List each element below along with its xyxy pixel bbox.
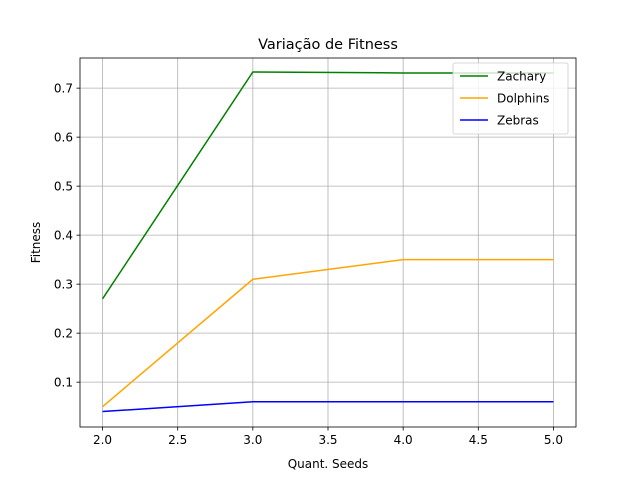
series-line-zebras	[102, 401, 554, 413]
y-tick-label: 0.3	[54, 277, 73, 291]
grid	[80, 58, 576, 427]
y-tick-label: 0.1	[54, 375, 73, 389]
axis-ticks: 2.0 2.5 3.0 3.5 4.0 4.5 5.0 0.1 0.2 0.3 0.4 0.5 0.6 0…	[54, 81, 563, 447]
y-tick-label: 0.6	[54, 130, 73, 144]
legend: Zachary Dolphins Zebras	[452, 62, 569, 135]
y-axis-label: Fitness	[29, 222, 43, 264]
legend-label-zebras: Zebras	[497, 113, 539, 127]
y-tick-label: 0.2	[54, 326, 73, 340]
series-line-dolphins	[102, 258, 554, 408]
x-tick-label: 4.5	[469, 433, 488, 447]
x-tick-label: 4.0	[394, 433, 413, 447]
x-tick-label: 2.5	[168, 433, 187, 447]
x-tick-label: 2.0	[93, 433, 112, 447]
x-axis-label: Quant. Seeds	[288, 457, 369, 471]
legend-label-dolphins: Dolphins	[497, 91, 549, 105]
y-tick-label: 0.5	[54, 179, 73, 193]
y-tick-label: 0.7	[54, 81, 73, 95]
y-tick-label: 0.4	[54, 228, 73, 242]
x-tick-label: 3.5	[318, 433, 337, 447]
legend-box	[452, 62, 569, 135]
legend-label-zachary: Zachary	[497, 69, 546, 83]
chart-title: Variação de Fitness	[258, 37, 398, 53]
x-tick-label: 5.0	[544, 433, 563, 447]
x-tick-label: 3.0	[243, 433, 262, 447]
